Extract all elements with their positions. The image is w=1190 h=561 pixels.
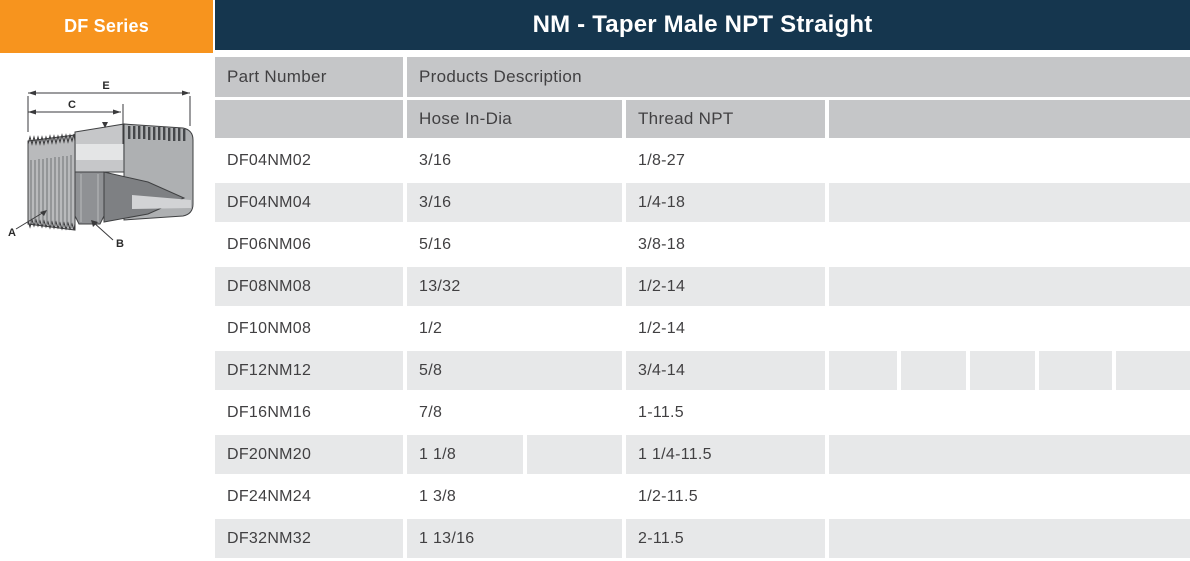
leader-a-line (15, 211, 45, 230)
part-number-cell: DF10NM08 (215, 309, 403, 348)
dim-e-arrow-left (28, 90, 36, 96)
thread-npt-cell: 3/8-18 (626, 225, 825, 264)
thread-npt-cell: 1/2-14 (626, 309, 825, 348)
filler-cell (829, 435, 1190, 474)
filler-cell (829, 351, 897, 390)
dim-label-a: A (8, 227, 16, 239)
part-number-cell: DF32NM32 (215, 519, 403, 558)
nut-shape (74, 171, 105, 225)
part-number-cell: DF20NM20 (215, 435, 403, 474)
filler-cell (829, 309, 1190, 348)
part-number-cell: DF24NM24 (215, 477, 403, 516)
filler-cell (1116, 351, 1190, 390)
filler-cell (829, 393, 1190, 432)
part-number-cell: DF04NM02 (215, 141, 403, 180)
dim-c-arrow-right (113, 109, 121, 115)
page-title: NM - Taper Male NPT Straight (215, 0, 1190, 50)
hose-in-dia-cell: 3/16 (407, 183, 622, 222)
filler-cell (829, 141, 1190, 180)
filler-cell (829, 477, 1190, 516)
filler-cell (527, 435, 622, 474)
part-number-cell: DF04NM04 (215, 183, 403, 222)
column-header-thread-npt: Thread NPT (626, 100, 825, 138)
thread-teeth-bottom (27, 218, 76, 231)
thread-npt-cell: 1/4-18 (626, 183, 825, 222)
thread-ridges (30, 155, 72, 228)
filler-cell (829, 183, 1190, 222)
thread-npt-cell: 1-11.5 (626, 393, 825, 432)
filler-cell (829, 225, 1190, 264)
hose-in-dia-cell: 1 13/16 (407, 519, 622, 558)
hose-in-dia-cell: 5/16 (407, 225, 622, 264)
dim-c-arrow-left (28, 109, 36, 115)
dim-label-b: B (116, 238, 124, 250)
thread-npt-cell: 2-11.5 (626, 519, 825, 558)
thread-teeth-top (27, 133, 76, 146)
leader-a-arrow (40, 210, 47, 216)
series-badge: DF Series (0, 0, 213, 53)
hose-in-dia-cell: 3/16 (407, 141, 622, 180)
hose-in-dia-cell: 5/8 (407, 351, 622, 390)
filler-cell (1039, 351, 1112, 390)
filler-cell (829, 519, 1190, 558)
part-number-cell: DF16NM16 (215, 393, 403, 432)
surface-arrow-icon (102, 122, 108, 128)
fitting-diagram-svg: E C A B (8, 80, 194, 250)
hose-in-dia-cell: 1/2 (407, 309, 622, 348)
part-number-cell: DF06NM06 (215, 225, 403, 264)
hose-in-dia-cell: 13/32 (407, 267, 622, 306)
filler-cell (901, 351, 966, 390)
dim-label-e: E (102, 80, 109, 92)
part-number-cell: DF08NM08 (215, 267, 403, 306)
fitting-diagram: E C A B (0, 60, 215, 270)
thread-npt-cell: 3/4-14 (626, 351, 825, 390)
filler-cell (829, 267, 1190, 306)
cone-highlight (132, 195, 191, 209)
filler-cell (970, 351, 1035, 390)
column-header-hose-in-dia: Hose In-Dia (407, 100, 622, 138)
collar-serrations (128, 126, 186, 141)
thread-npt-cell: 1/8-27 (626, 141, 825, 180)
column-header-products-description: Products Description (407, 57, 1190, 97)
subheader-blank-cell (215, 100, 403, 138)
thread-npt-cell: 1/2-14 (626, 267, 825, 306)
hose-in-dia-cell: 1 1/8 (407, 435, 523, 474)
dim-e-arrow-right (182, 90, 190, 96)
dim-label-c: C (68, 99, 76, 111)
subheader-blank-cell (829, 100, 1190, 138)
hose-in-dia-cell: 7/8 (407, 393, 622, 432)
part-number-cell: DF12NM12 (215, 351, 403, 390)
leader-b-arrow (91, 220, 98, 227)
column-header-part-number: Part Number (215, 57, 403, 97)
hose-in-dia-cell: 1 3/8 (407, 477, 622, 516)
thread-npt-cell: 1 1/4-11.5 (626, 435, 825, 474)
thread-npt-cell: 1/2-11.5 (626, 477, 825, 516)
leader-b-line (92, 221, 114, 241)
body-highlight (76, 144, 123, 160)
spec-table: Part Number Products Description Hose In… (215, 57, 1190, 558)
